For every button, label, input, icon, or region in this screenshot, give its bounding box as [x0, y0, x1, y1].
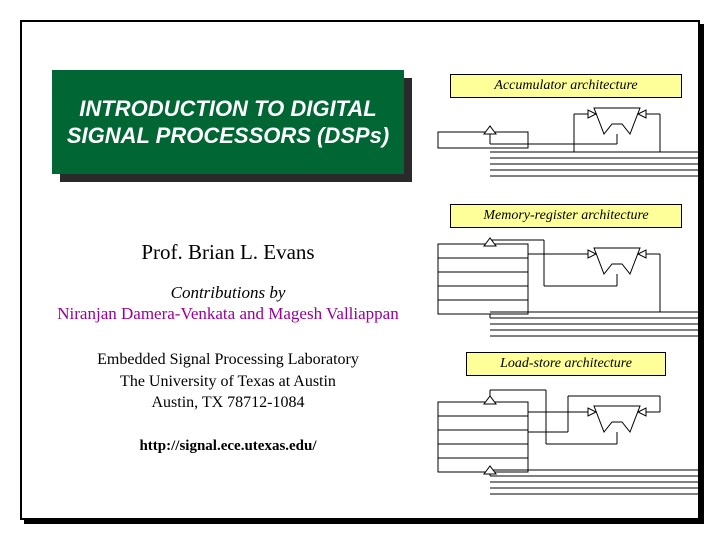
accumulator-label: Accumulator architecture: [450, 74, 682, 98]
accumulator-diagram: [434, 104, 698, 178]
load-store-label-box: Load-store architecture: [466, 352, 666, 376]
affiliation-line3: Austin, TX 78712-1084: [52, 392, 404, 414]
title-box: INTRODUCTION TO DIGITAL SIGNAL PROCESSOR…: [52, 70, 404, 174]
affiliation-line2: The University of Texas at Austin: [52, 371, 404, 393]
slide-frame: INTRODUCTION TO DIGITAL SIGNAL PROCESSOR…: [20, 20, 700, 520]
url: http://signal.ece.utexas.edu/: [52, 438, 404, 455]
affiliation-line1: Embedded Signal Processing Laboratory: [52, 349, 404, 371]
affiliation: Embedded Signal Processing Laboratory Th…: [52, 349, 404, 414]
accumulator-label-box: Accumulator architecture: [450, 74, 682, 98]
memory-register-label-box: Memory-register architecture: [450, 204, 682, 228]
load-store-diagram: [434, 382, 698, 498]
load-store-label: Load-store architecture: [466, 352, 666, 376]
left-column: Prof. Brian L. Evans Contributions by Ni…: [52, 240, 404, 455]
memory-register-label: Memory-register architecture: [450, 204, 682, 228]
contributions-names: Niranjan Damera-Venkata and Magesh Valli…: [52, 303, 404, 325]
contributions-label: Contributions by: [52, 283, 404, 303]
memory-register-diagram: [434, 234, 698, 340]
professor-name: Prof. Brian L. Evans: [52, 240, 404, 265]
slide-title: INTRODUCTION TO DIGITAL SIGNAL PROCESSOR…: [60, 95, 396, 150]
